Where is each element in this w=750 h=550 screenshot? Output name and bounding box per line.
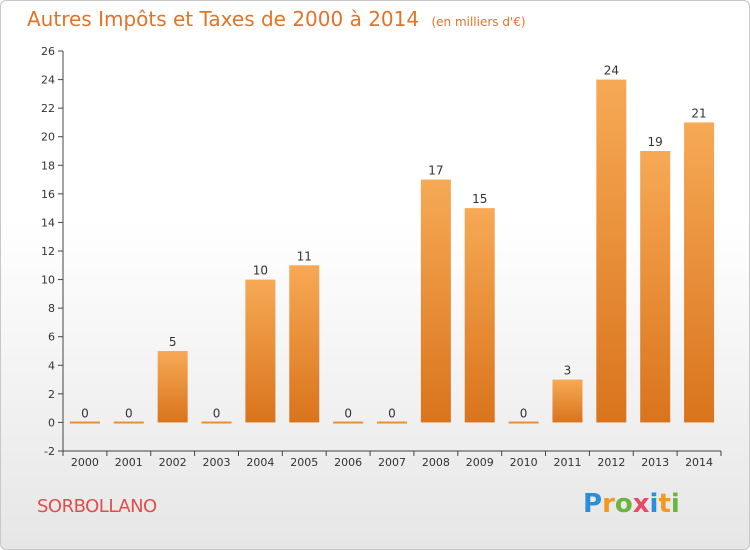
bar <box>640 151 671 423</box>
y-tick-label: 2 <box>48 388 55 401</box>
x-tick-label: 2003 <box>203 456 231 469</box>
data-label: 3 <box>564 364 572 378</box>
bar <box>289 265 320 423</box>
y-tick-label: 24 <box>41 74 55 87</box>
proxiti-logo: Proxiti <box>583 489 680 519</box>
bar <box>333 421 364 424</box>
bar <box>552 379 583 423</box>
y-tick-label: 22 <box>41 102 55 115</box>
y-tick-label: 16 <box>41 188 55 201</box>
data-label: 21 <box>691 106 706 120</box>
y-tick-label: 18 <box>41 159 55 172</box>
data-label: 0 <box>213 406 221 420</box>
data-label: 0 <box>125 406 133 420</box>
x-tick-label: 2007 <box>378 456 406 469</box>
y-tick-label: 6 <box>48 331 55 344</box>
data-label: 17 <box>428 164 443 178</box>
data-label: 0 <box>388 406 396 420</box>
y-tick-label: 20 <box>41 131 55 144</box>
data-label: 0 <box>520 406 528 420</box>
bar <box>245 279 276 423</box>
bar <box>113 421 144 424</box>
bar <box>157 351 188 423</box>
y-tick-label: 4 <box>48 359 55 372</box>
x-tick-label: 2002 <box>159 456 187 469</box>
y-tick-label: 14 <box>41 216 55 229</box>
data-label: 5 <box>169 335 177 349</box>
bar <box>201 421 232 424</box>
bar <box>420 179 451 423</box>
x-tick-label: 2001 <box>115 456 143 469</box>
y-tick-label: 26 <box>41 45 55 58</box>
x-tick-label: 2012 <box>597 456 625 469</box>
data-label: 10 <box>253 264 268 278</box>
data-label: 24 <box>604 64 619 78</box>
chart-title-text: Autres Impôts et Taxes de 2000 à 2014 <box>27 7 420 31</box>
data-labels: 0 0 5 0 10 11 0 0 17 15 0 3 24 19 21 <box>81 64 707 421</box>
data-label: 0 <box>81 406 89 420</box>
y-tick-label: -2 <box>44 445 55 458</box>
x-tick-label: 2004 <box>246 456 274 469</box>
y-tick-label: 12 <box>41 245 55 258</box>
y-tick-label: 10 <box>41 274 55 287</box>
data-label: 0 <box>344 406 352 420</box>
x-tick-label: 2011 <box>553 456 581 469</box>
x-tick-label: 2009 <box>466 456 494 469</box>
bar <box>684 122 715 423</box>
x-tick-label: 2005 <box>290 456 318 469</box>
chart-title: Autres Impôts et Taxes de 2000 à 2014 (e… <box>27 7 526 31</box>
bar <box>69 421 100 424</box>
x-tick-label: 2010 <box>510 456 538 469</box>
bar <box>596 79 627 423</box>
x-tick-label: 2013 <box>641 456 669 469</box>
data-label: 19 <box>648 135 663 149</box>
commune-name: SORBOLLANO <box>37 496 157 517</box>
data-label: 15 <box>472 192 487 206</box>
x-tick-label: 2014 <box>685 456 713 469</box>
y-tick-label: 8 <box>48 302 55 315</box>
bar <box>508 421 539 424</box>
bar <box>464 208 495 423</box>
bars <box>69 79 715 424</box>
bar <box>377 421 407 424</box>
chart-unit: (en milliers d'€) <box>431 15 526 29</box>
data-label: 11 <box>297 249 312 263</box>
x-tick-label: 2008 <box>422 456 450 469</box>
x-tick-label: 2006 <box>334 456 362 469</box>
x-tick-label: 2000 <box>71 456 99 469</box>
y-tick-label: 0 <box>48 416 55 429</box>
